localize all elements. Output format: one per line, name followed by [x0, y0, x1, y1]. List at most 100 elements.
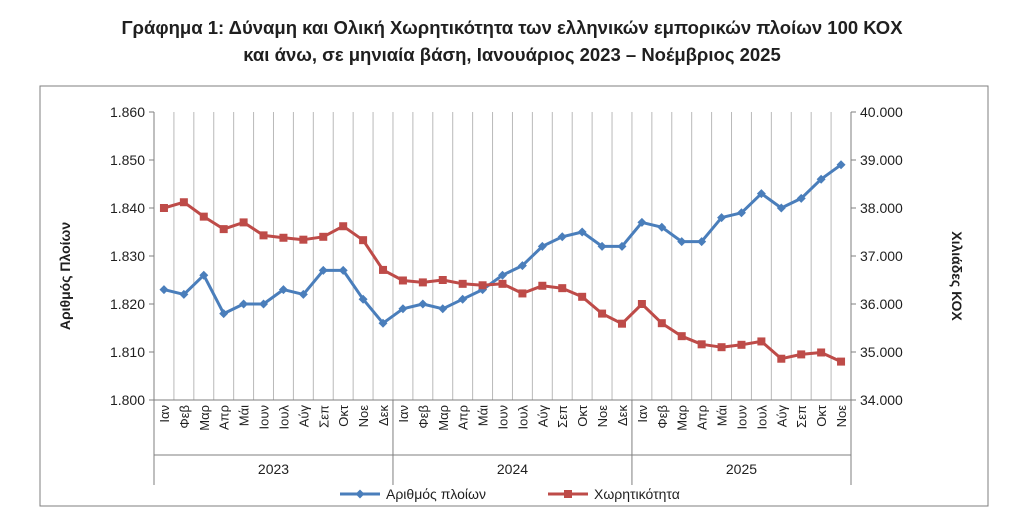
- legend: Αριθμός πλοίων Χωρητικότητα: [340, 486, 680, 502]
- vessels-data-point: [796, 193, 806, 203]
- vessels-data-point: [159, 285, 169, 295]
- tonnage-data-point: [259, 231, 268, 240]
- vessels-data-point: [577, 227, 587, 237]
- tonnage-data-point: [757, 337, 766, 346]
- x-axis-month-label: Μάι: [476, 405, 491, 426]
- x-axis-month-label: Ιαν: [635, 405, 650, 423]
- x-axis-month-label: Σεπ: [555, 405, 570, 428]
- tonnage-data-point: [657, 319, 666, 328]
- x-axis-month-label: Μάι: [715, 405, 730, 426]
- tonnage-data-point: [538, 281, 547, 290]
- tonnage-data-point: [518, 289, 527, 298]
- tonnage-data-point: [677, 332, 686, 341]
- x-axis-month-labels: Ιαν Φεβ Μαρ Απρ Μάι Ιουν Ιουλ Αύγ Σεπ Οκτ Νοε Δεκ Ια…: [157, 404, 849, 431]
- left-axis-tick-label: 1.830: [110, 248, 145, 264]
- tonnage-data-point: [617, 319, 626, 328]
- year-label: 2025: [726, 461, 757, 477]
- tonnage-data-point: [359, 236, 368, 245]
- x-axis-month-label: Αύγ: [774, 405, 789, 428]
- right-axis-tick-labels: 34.000 35.000 36.000 37.000 38.000 39.000 40.0…: [851, 104, 903, 408]
- vessels-data-point: [418, 299, 428, 309]
- tonnage-data-point: [478, 281, 487, 290]
- vessels-data-point: [398, 304, 408, 314]
- vessels-data-point: [199, 270, 209, 280]
- legend-marker: [564, 490, 572, 498]
- tonnage-data-point: [498, 279, 507, 288]
- tonnage-data-point: [319, 232, 328, 241]
- x-axis-month-label: Ιουν: [734, 405, 749, 429]
- x-axis-year-labels: 2023 2024 2025: [153, 400, 852, 485]
- left-axis-tick-label: 1.820: [110, 296, 145, 312]
- vessels-data-point: [677, 237, 687, 247]
- x-axis-month-label: Αύγ: [535, 405, 550, 428]
- grid-lines: [173, 112, 832, 400]
- tonnage-data-point: [438, 276, 447, 284]
- vessels-data-point: [697, 237, 707, 247]
- x-axis-month-label: Οκτ: [814, 404, 829, 427]
- vessels-data-point: [358, 294, 368, 304]
- x-axis-month-label: Φεβ: [655, 405, 670, 429]
- chart-title: Γράφημα 1: Δύναμη και Ολική Χωρητικότητα…: [0, 14, 1024, 68]
- x-axis-month-label: Ιουλ: [754, 405, 769, 430]
- left-axis-title: Αριθμός Πλοίων: [57, 222, 73, 331]
- x-axis-month-label: Ιουλ: [515, 405, 530, 430]
- tonnage-data-point: [458, 279, 467, 288]
- tonnage-data-point: [379, 265, 388, 274]
- right-axis-tick-label: 36.000: [860, 296, 903, 312]
- tonnage-data-point: [179, 198, 188, 207]
- left-axis-tick-label: 1.850: [110, 152, 145, 168]
- tonnage-data-point: [598, 309, 607, 318]
- x-axis-month-label: Φεβ: [177, 405, 192, 429]
- left-axis-tick-label: 1.800: [110, 392, 145, 408]
- tonnage-data-point: [777, 354, 786, 363]
- vessels-data-point: [179, 289, 189, 299]
- year-label: 2023: [258, 461, 289, 477]
- right-axis-tick-label: 38.000: [860, 200, 903, 216]
- x-axis-month-label: Μαρ: [675, 405, 690, 431]
- chart-title-line-1: Γράφημα 1: Δύναμη και Ολική Χωρητικότητα…: [121, 17, 903, 38]
- right-axis-tick-label: 37.000: [860, 248, 903, 264]
- vessels-data-point: [338, 265, 348, 275]
- x-axis-month-label: Μαρ: [436, 405, 451, 431]
- x-axis-month-label: Ιαν: [157, 405, 172, 423]
- vessels-data-point: [458, 294, 468, 304]
- x-axis-month-label: Ιουν: [257, 405, 272, 429]
- x-axis-month-label: Οκτ: [336, 404, 351, 427]
- legend-marker: [355, 489, 365, 499]
- tonnage-data-point: [737, 340, 746, 349]
- chart-border: [39, 85, 989, 507]
- vessels-data-point: [756, 189, 766, 199]
- vessels-data-point: [219, 309, 229, 319]
- x-axis-month-label: Ιουν: [496, 405, 511, 429]
- tonnage-data-point: [299, 235, 308, 244]
- left-axis-tick-label: 1.860: [110, 104, 145, 120]
- x-axis-month-label: Νοε: [595, 405, 610, 428]
- vessels-data-point: [498, 270, 507, 280]
- tonnage-data-point: [239, 218, 248, 227]
- x-axis-month-label: Μαρ: [197, 405, 212, 431]
- x-axis-month-label: Απρ: [456, 405, 471, 430]
- year-label: 2024: [497, 461, 528, 477]
- x-axis-month-label: Απρ: [217, 405, 232, 430]
- legend-label: Χωρητικότητα: [594, 486, 680, 502]
- x-axis-month-label: Οκτ: [575, 404, 590, 427]
- x-axis-month-label: Σεπ: [794, 405, 809, 428]
- tonnage-data-point: [837, 357, 846, 366]
- tonnage-data-point: [418, 278, 427, 287]
- vessels-data-point: [378, 318, 388, 328]
- right-axis-tick-label: 34.000: [860, 392, 903, 408]
- vessels-data-point: [239, 299, 249, 309]
- right-axis-tick-label: 35.000: [860, 344, 903, 360]
- tonnage-data-point: [219, 225, 228, 234]
- x-axis-month-label: Ιαν: [396, 405, 411, 423]
- tonnage-data-point: [199, 212, 208, 221]
- vessels-data-point: [776, 203, 786, 213]
- tonnage-data-point: [398, 276, 407, 285]
- tonnage-data-point: [558, 284, 567, 293]
- vessels-data-point: [717, 213, 727, 223]
- tonnage-data-point: [697, 340, 706, 349]
- vessels-data-point: [517, 261, 527, 271]
- x-axis-month-label: Νοε: [834, 405, 849, 428]
- right-axis-title: Χιλιάδες ΚΟΧ: [949, 231, 965, 321]
- right-axis-tick-label: 40.000: [860, 104, 903, 120]
